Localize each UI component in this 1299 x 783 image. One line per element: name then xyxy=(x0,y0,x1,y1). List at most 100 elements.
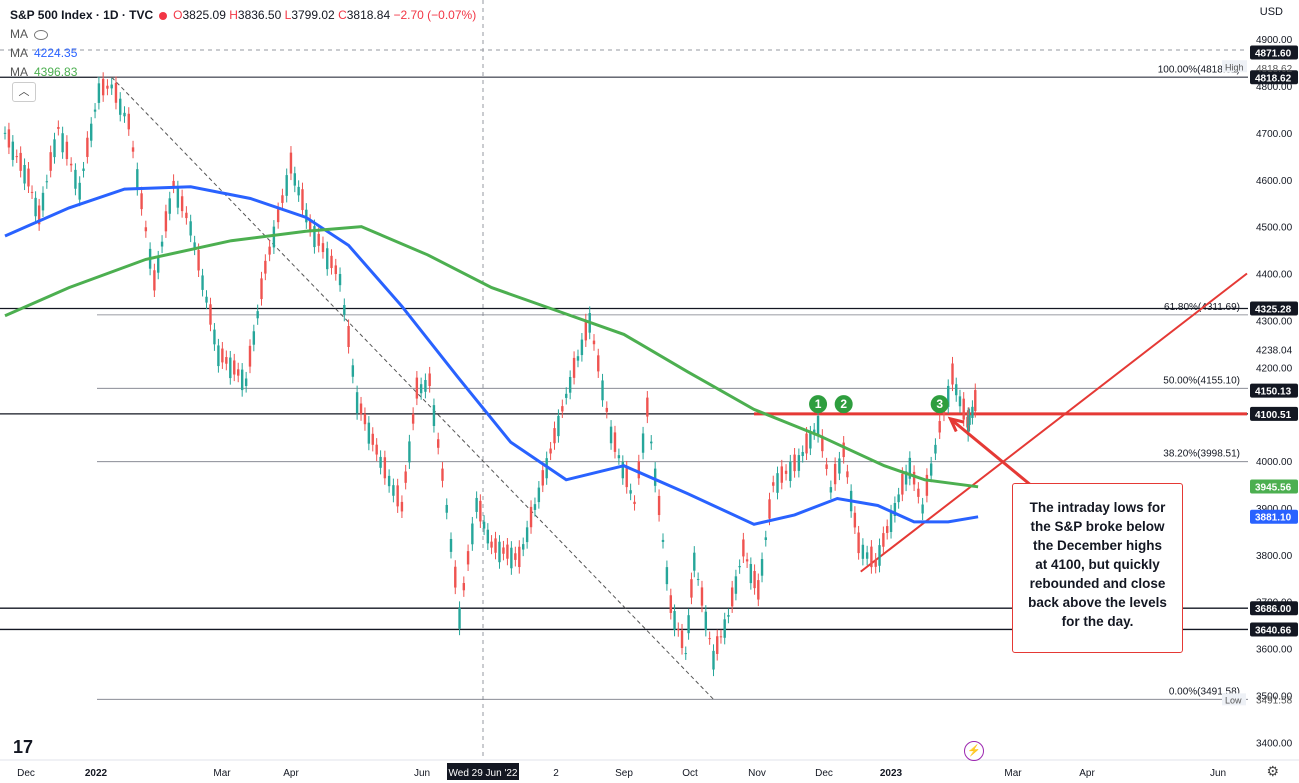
candle-body xyxy=(285,175,288,196)
fib-level-label: 50.00%(4155.10) xyxy=(1163,375,1240,386)
x-tick-label: Sep xyxy=(615,768,633,779)
candle-body xyxy=(458,607,461,629)
candle-body xyxy=(229,357,232,379)
tradingview-logo[interactable]: 17 xyxy=(13,737,34,757)
candle-body xyxy=(576,356,580,361)
candle-body xyxy=(514,553,517,560)
candle-body xyxy=(522,544,525,550)
candle-body xyxy=(441,468,444,481)
price-badge xyxy=(1250,45,1298,60)
marker-label: 3 xyxy=(936,397,943,411)
y-tick-label: 4900.00 xyxy=(1256,35,1293,46)
candle-body xyxy=(749,563,753,584)
annotation-arrow xyxy=(949,417,1037,491)
candle-body xyxy=(123,112,126,117)
candle-body xyxy=(213,329,216,345)
candle-body xyxy=(716,636,719,654)
candle-body xyxy=(281,195,284,203)
x-tick-label: Jun xyxy=(414,768,430,779)
candle-body xyxy=(475,497,478,512)
symbol-title[interactable]: S&P 500 Index · 1D · TVC xyxy=(10,8,154,22)
candle-body xyxy=(730,587,734,607)
candle-body xyxy=(874,559,877,567)
candle-body xyxy=(768,499,771,519)
y-tick-label: 4600.00 xyxy=(1256,176,1293,187)
ma2-label[interactable]: MA xyxy=(10,65,28,79)
candle-body xyxy=(7,129,11,148)
candle-body xyxy=(613,432,617,452)
candle-body xyxy=(693,552,696,571)
candle-body xyxy=(74,169,77,189)
candle-body xyxy=(334,265,337,275)
candle-body xyxy=(917,488,920,497)
currency-label[interactable]: USD xyxy=(1259,6,1283,18)
candle-body xyxy=(673,611,676,630)
candle-body xyxy=(392,485,395,496)
candle-body xyxy=(502,547,505,554)
candle-body xyxy=(69,163,73,166)
low-tag-value: 3491.58 xyxy=(1256,695,1293,706)
price-badge xyxy=(1250,601,1298,616)
price-badge-label: 4325.28 xyxy=(1255,305,1292,316)
y-tick-label: 3600.00 xyxy=(1256,645,1293,656)
collapse-legend-button[interactable]: ︿ xyxy=(12,82,36,102)
candle-body xyxy=(549,448,552,454)
candle-body xyxy=(428,373,431,387)
candle-body xyxy=(197,250,200,271)
candle-body xyxy=(597,355,600,372)
candle-body xyxy=(347,326,350,347)
candle-body xyxy=(557,415,560,437)
candle-body xyxy=(61,133,64,153)
candle-body xyxy=(330,255,333,269)
high-tag-label: High xyxy=(1225,62,1244,72)
candle-body xyxy=(776,473,779,493)
annotation-callout[interactable]: The intraday lows for the S&P broke belo… xyxy=(1012,483,1183,653)
low-value: 3799.02 xyxy=(291,8,335,22)
lightning-icon[interactable]: ⚡ xyxy=(964,741,984,761)
candle-body xyxy=(140,193,143,210)
candle-body xyxy=(719,636,723,638)
candle-body xyxy=(764,537,767,540)
candle-body xyxy=(968,415,971,425)
candle-body xyxy=(908,457,912,479)
candle-body xyxy=(757,580,760,600)
candle-body xyxy=(256,311,259,319)
candle-body xyxy=(301,189,304,211)
candle-body xyxy=(838,458,841,474)
annotation-line: for the day. xyxy=(1061,614,1134,629)
candle-body xyxy=(176,187,180,208)
annotation-arrowhead xyxy=(947,416,965,433)
trendline xyxy=(111,76,714,700)
candle-body xyxy=(432,405,436,427)
x-tick-label: Oct xyxy=(682,768,698,779)
ma1-label[interactable]: MA xyxy=(10,27,28,41)
candle-body xyxy=(897,494,900,503)
candle-body xyxy=(572,357,576,378)
x-tick-label: Jun xyxy=(1210,768,1226,779)
candle-body xyxy=(272,226,276,248)
candle-body xyxy=(842,442,845,458)
candle-body xyxy=(878,545,881,566)
annotation-line: the December highs xyxy=(1032,538,1163,553)
y-tick-label: 4238.04 xyxy=(1256,345,1293,356)
candle-body xyxy=(343,305,346,315)
crosshair-date-badge xyxy=(447,763,519,780)
candle-body xyxy=(529,506,533,528)
candle-body xyxy=(745,559,749,562)
open-value: 3825.09 xyxy=(182,8,226,22)
candle-body xyxy=(114,83,118,103)
candle-body xyxy=(760,559,764,576)
gear-icon[interactable]: ⚙ xyxy=(1266,763,1279,779)
visibility-icon[interactable] xyxy=(34,29,48,40)
x-tick-label: Mar xyxy=(1004,768,1022,779)
candle-body xyxy=(144,227,148,232)
candle-body xyxy=(633,501,636,505)
x-tick-label: Apr xyxy=(283,768,299,779)
candle-body xyxy=(971,406,974,418)
ma2-value: 4396.83 xyxy=(34,65,78,79)
candle-body xyxy=(482,521,486,529)
ma1-label-value-row: MA xyxy=(10,46,28,60)
candle-body xyxy=(797,455,801,471)
candle-body xyxy=(371,433,374,445)
